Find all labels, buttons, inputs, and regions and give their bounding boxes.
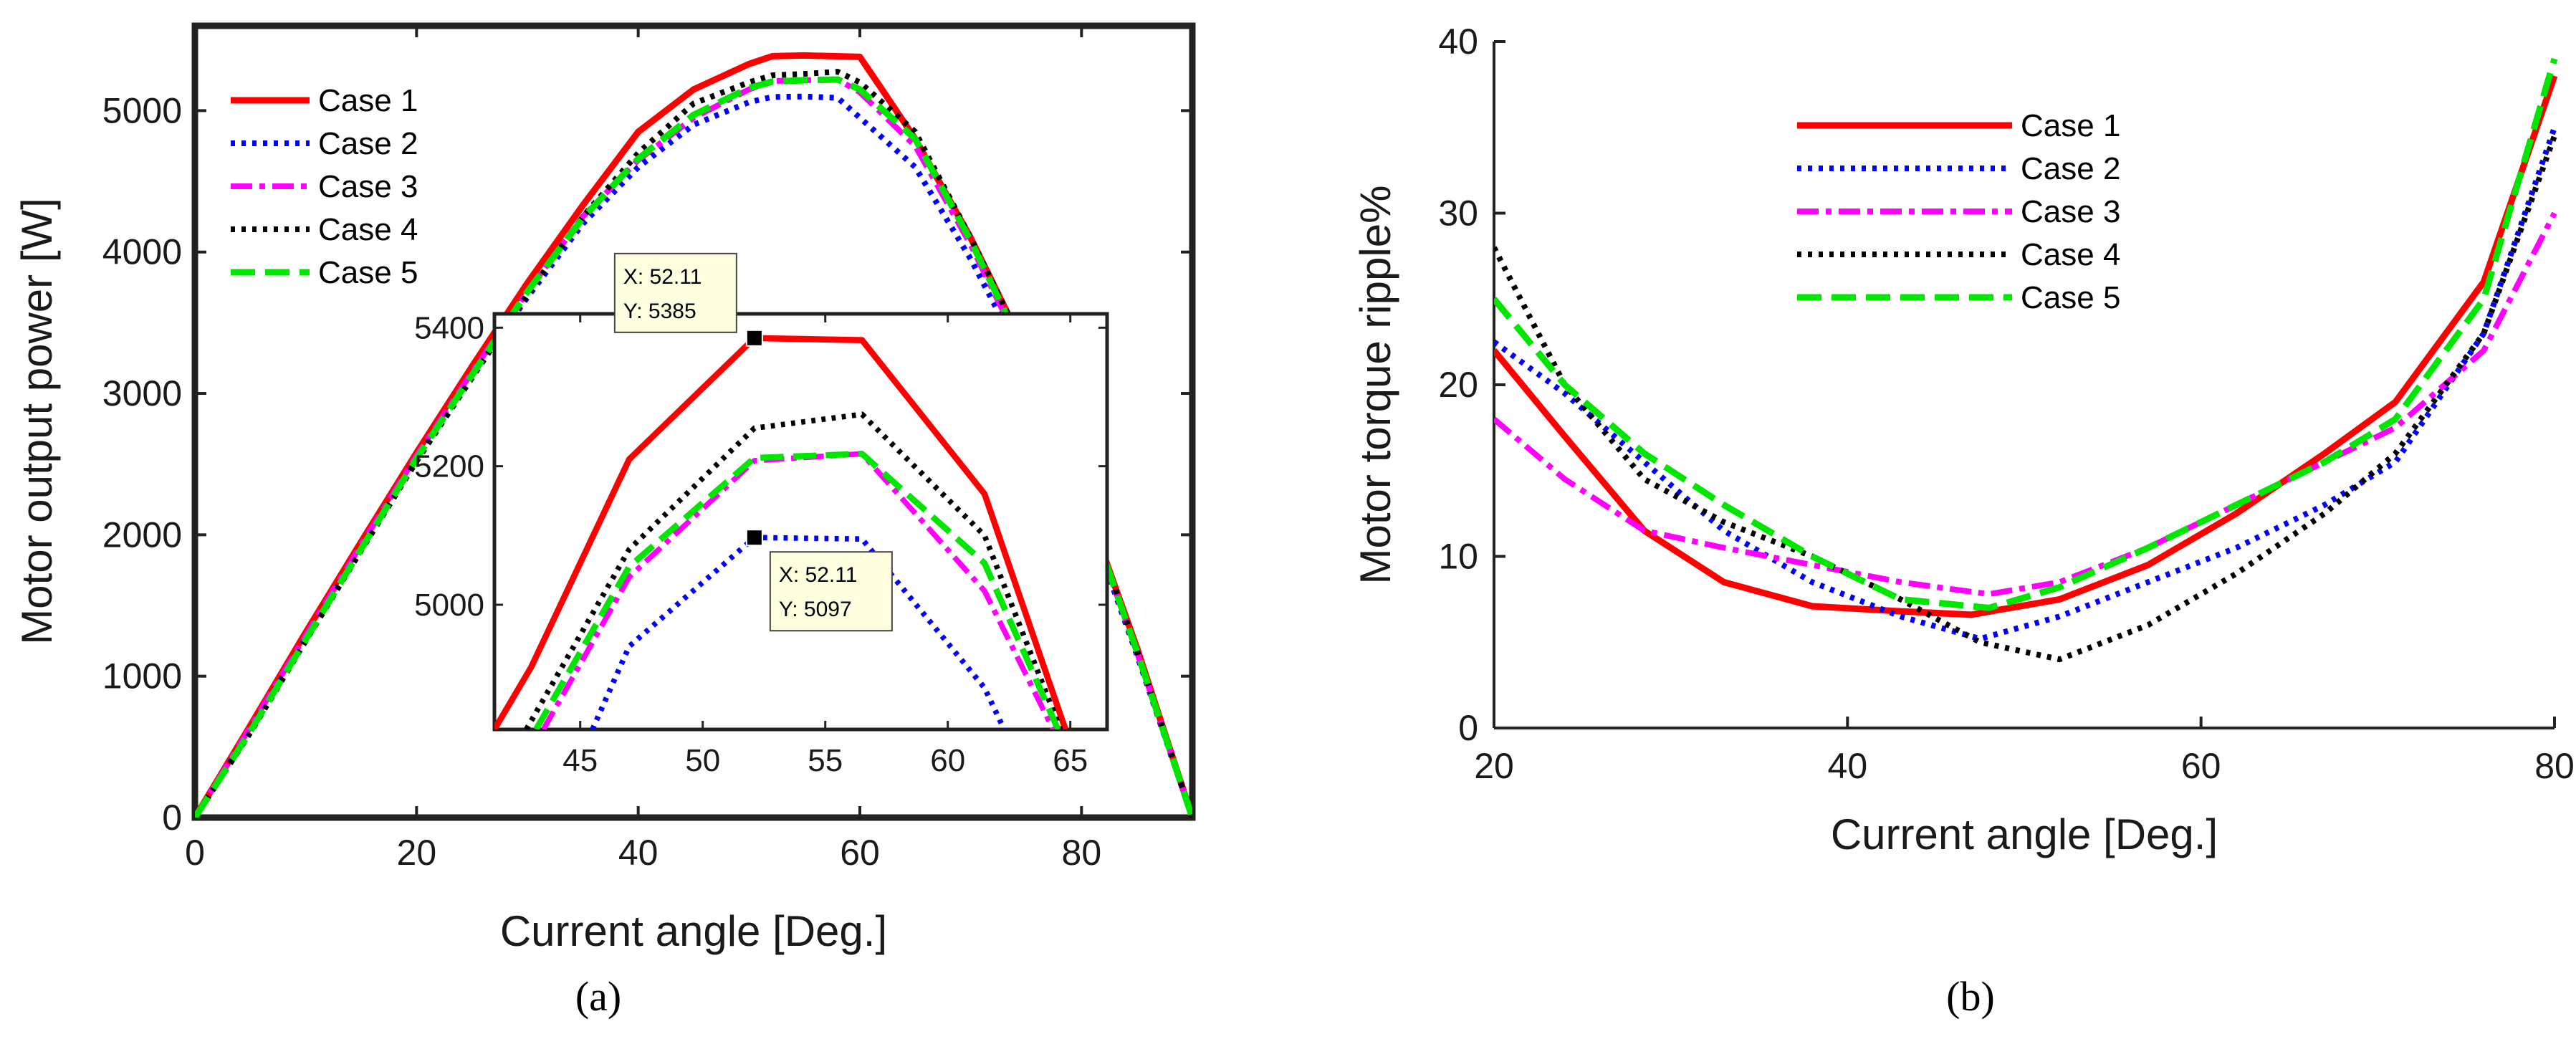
- chart-a-y-ticks: 0 1000 2000 3000 4000 5000: [102, 90, 1192, 838]
- chart-b-legend-label: Case 3: [2021, 194, 2120, 229]
- chart-a-y-axis-label: Motor output power [W]: [13, 198, 61, 645]
- chart-b-legend-item-case-1: Case 1: [1797, 108, 2120, 143]
- datatip-box: [613, 252, 737, 333]
- inset-x-ticks: 45 50 55 60 65: [562, 314, 1088, 778]
- chart-b-y-axis-label: Motor torque ripple%: [1351, 186, 1399, 585]
- chart-a-legend-label: Case 5: [318, 255, 418, 290]
- inset-x-tick-label: 65: [1053, 743, 1088, 778]
- chart-panel-a: 0 20 40 60 80 0 1000 2000 3000 4000 5000 Current …: [13, 22, 1196, 1020]
- chart-a-y-tick-label: 4000: [102, 232, 182, 272]
- chart-b-y-tick-label: 40: [1438, 21, 1478, 62]
- chart-a-legend-item-case-2: Case 2: [231, 126, 418, 161]
- datatip-y-label: Y: 5097: [779, 598, 852, 621]
- chart-b-legend-label: Case 2: [2021, 151, 2120, 186]
- chart-b-legend-item-case-2: Case 2: [1797, 151, 2120, 186]
- chart-a-legend-item-case-1: Case 1: [231, 83, 418, 118]
- datatip-2[interactable]: X: 52.11 Y: 5097: [745, 529, 893, 632]
- inset-line-case-5: [533, 451, 1061, 729]
- inset-x-tick-label: 55: [808, 743, 843, 778]
- chart-b-y-tick-label: 30: [1438, 193, 1478, 234]
- inset-datatips: X: 52.11 Y: 5385 X: 52.11 Y: 5097: [613, 252, 893, 632]
- chart-b-y-tick-label: 0: [1458, 708, 1478, 748]
- inset-x-tick-label: 45: [562, 743, 598, 778]
- inset-y-tick-label: 5000: [414, 588, 484, 623]
- chart-a-y-tick-label: 5000: [102, 90, 182, 130]
- chart-a-x-tick-label: 0: [185, 833, 205, 873]
- chart-b-x-tick-label: 80: [2534, 746, 2575, 786]
- chart-a-x-tick-label: 20: [397, 833, 437, 873]
- datatip-marker: [745, 529, 763, 547]
- chart-b-plot-frame: [1494, 42, 2555, 728]
- chart-b-line-case-4: [1494, 135, 2557, 663]
- chart-a-legend-item-case-4: Case 4: [231, 212, 418, 247]
- chart-a-y-tick-label: 1000: [102, 656, 182, 696]
- inset-line-case-4: [524, 411, 1063, 729]
- chart-a-legend-item-case-3: Case 3: [231, 169, 418, 204]
- datatip-1[interactable]: X: 52.11 Y: 5385: [613, 252, 763, 347]
- chart-a-x-tick-label: 80: [1062, 833, 1102, 873]
- caption-b: (b): [1946, 973, 1995, 1020]
- chart-b-legend-item-case-5: Case 5: [1797, 280, 2120, 315]
- chart-a-x-tick-label: 40: [618, 833, 659, 873]
- chart-b-y-ticks: 0 10 20 30 40: [1438, 21, 1505, 748]
- caption-a: (a): [575, 973, 621, 1020]
- datatip-x-label: X: 52.11: [779, 563, 858, 587]
- chart-a-legend-label: Case 2: [318, 126, 418, 161]
- chart-a-legend-label: Case 1: [318, 83, 418, 118]
- chart-a-x-tick-label: 60: [840, 833, 880, 873]
- chart-b-x-tick-label: 40: [1828, 746, 1868, 786]
- datatip-box: [769, 551, 893, 632]
- chart-a-legend: Case 1 Case 2 Case 3 Case 4 Case 5: [231, 83, 418, 290]
- datatip-x-label: X: 52.11: [623, 265, 702, 289]
- chart-b-x-axis-label: Current angle [Deg.]: [1831, 810, 2218, 858]
- inset-plot-frame: [492, 312, 1109, 732]
- datatip-y-label: Y: 5385: [623, 300, 696, 323]
- chart-b-x-ticks: 20 40 60 80: [1474, 717, 2575, 786]
- chart-b-legend-label: Case 4: [2021, 237, 2120, 272]
- inset-x-tick-label: 60: [930, 743, 965, 778]
- chart-a-legend-item-case-5: Case 5: [231, 255, 418, 290]
- chart-b-legend: Case 1 Case 2 Case 3 Case 4 Case 5: [1797, 108, 2120, 315]
- chart-b-line-case-5: [1494, 57, 2558, 611]
- chart-a-y-tick-label: 2000: [102, 514, 182, 555]
- inset-line-case-2: [590, 535, 1007, 729]
- chart-b-y-tick-label: 20: [1438, 365, 1478, 405]
- datatip-marker: [745, 329, 763, 347]
- chart-b-x-tick-label: 20: [1474, 746, 1514, 786]
- chart-b-legend-item-case-3: Case 3: [1797, 194, 2120, 229]
- inset-y-tick-label: 5400: [414, 310, 484, 345]
- chart-b-legend-label: Case 1: [2021, 108, 2120, 143]
- inset-y-ticks: 5000 5200 5400: [414, 310, 1107, 623]
- chart-a-legend-label: Case 3: [318, 169, 418, 204]
- chart-b-x-tick-label: 60: [2181, 746, 2221, 786]
- chart-b-legend-label: Case 5: [2021, 280, 2120, 315]
- chart-b-series-lines: [1494, 57, 2558, 663]
- chart-b-line-case-1: [1494, 75, 2558, 618]
- chart-b-legend-item-case-4: Case 4: [1797, 237, 2120, 272]
- chart-a-x-axis-label: Current angle [Deg.]: [500, 907, 887, 955]
- chart-a-y-tick-label: 3000: [102, 373, 182, 413]
- inset-x-tick-label: 50: [685, 743, 720, 778]
- inset-y-tick-label: 5200: [414, 449, 484, 484]
- chart-b-y-tick-label: 10: [1438, 537, 1478, 577]
- chart-a-legend-label: Case 4: [318, 212, 418, 247]
- chart-a-x-ticks: 0 20 40 60 80: [185, 26, 1101, 873]
- chart-b-line-case-3: [1494, 211, 2557, 598]
- chart-a-y-tick-label: 0: [162, 798, 182, 838]
